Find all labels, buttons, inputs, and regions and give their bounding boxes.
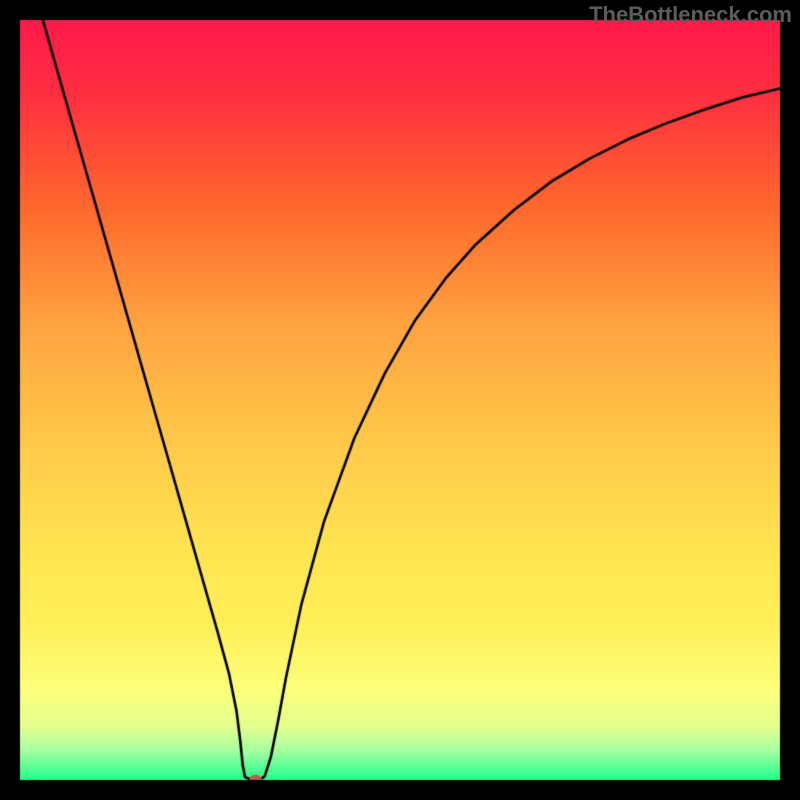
watermark-text: TheBottleneck.com <box>589 2 792 28</box>
chart-container: TheBottleneck.com <box>0 0 800 800</box>
bottleneck-curve-chart <box>0 0 800 800</box>
